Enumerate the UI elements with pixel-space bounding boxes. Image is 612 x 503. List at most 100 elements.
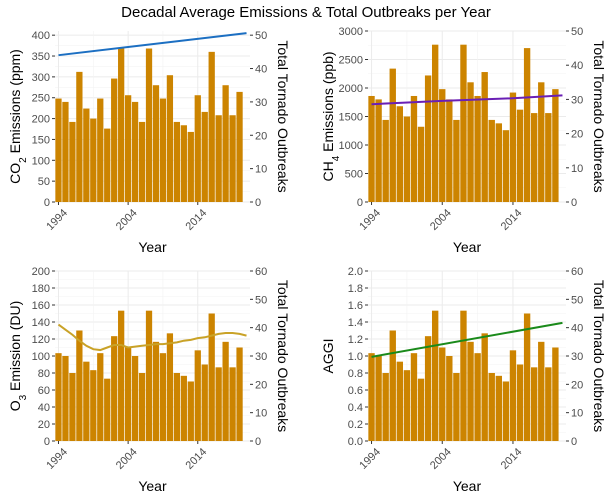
y-tick-label: 50 xyxy=(38,176,50,188)
outbreak-bar xyxy=(111,336,118,441)
outbreak-bar xyxy=(215,367,222,441)
x-axis-label: Year xyxy=(453,478,482,494)
outbreak-bar xyxy=(417,126,425,202)
y-tick-label: 0.6 xyxy=(348,385,363,397)
x-tick-label: 2004 xyxy=(114,446,140,472)
x-tick-label: 2014 xyxy=(499,446,525,472)
y-tick-label: 2.0 xyxy=(348,266,363,278)
outbreak-bar xyxy=(69,373,76,441)
y-tick-label: 300 xyxy=(32,72,50,84)
outbreak-bar xyxy=(194,95,201,202)
outbreak-bar xyxy=(152,341,160,441)
y2-tick-label: 10 xyxy=(571,408,583,420)
outbreak-bar xyxy=(83,361,90,441)
outbreak-bar xyxy=(187,131,194,202)
y2-tick-label: 30 xyxy=(255,351,267,363)
outbreak-bar xyxy=(516,364,524,441)
y2-tick-label: 10 xyxy=(255,408,267,420)
outbreak-bar xyxy=(229,367,236,441)
y2-axis-label: Total Tornado Outbreaks xyxy=(591,280,607,432)
x-tick-label: 2004 xyxy=(114,207,140,233)
y-tick-label: 0.0 xyxy=(348,436,363,448)
outbreak-bar xyxy=(467,341,474,441)
outbreak-bar xyxy=(439,89,446,202)
y2-tick-label: 40 xyxy=(255,64,267,76)
x-tick-label: 2014 xyxy=(499,207,525,233)
outbreak-bar xyxy=(495,123,503,202)
emission-line xyxy=(57,323,247,352)
outbreak-bar xyxy=(131,356,139,441)
y-tick-label: 2000 xyxy=(339,83,363,95)
y-tick-label: 0.2 xyxy=(348,419,363,431)
y-tick-label: 1.8 xyxy=(348,283,363,295)
outbreak-bar xyxy=(159,98,167,202)
y2-axis-label: Total Tornado Outbreaks xyxy=(275,280,291,432)
outbreak-bar xyxy=(55,98,62,202)
y2-tick-label: 40 xyxy=(255,323,267,335)
outbreak-bar xyxy=(530,367,538,441)
y-tick-label: 0 xyxy=(44,436,50,448)
outbreak-bar xyxy=(69,121,76,202)
y-tick-label: 1.0 xyxy=(348,351,363,363)
y-tick-label: 200 xyxy=(32,266,50,278)
y-tick-label: 1.6 xyxy=(348,300,363,312)
outbreak-bar xyxy=(111,78,118,202)
outbreak-bar xyxy=(495,375,503,441)
y2-axis-label: Total Tornado Outbreaks xyxy=(591,40,607,192)
outbreak-bar xyxy=(424,75,432,202)
outbreak-bar xyxy=(474,353,481,441)
outbreak-bar xyxy=(124,95,132,202)
outbreak-bar xyxy=(166,333,174,441)
y2-tick-label: 20 xyxy=(255,130,267,142)
outbreak-bar xyxy=(375,99,382,202)
y-tick-label: 1000 xyxy=(339,140,363,152)
y-tick-label: 250 xyxy=(32,93,50,105)
y2-tick-label: 20 xyxy=(571,379,583,391)
y-tick-label: 0.8 xyxy=(348,368,363,380)
outbreak-bar xyxy=(76,330,83,441)
outbreak-bar xyxy=(396,106,404,202)
outbreak-bar xyxy=(104,378,111,441)
outbreak-bar xyxy=(375,356,382,441)
y-tick-label: 100 xyxy=(32,155,50,167)
outbreak-bar xyxy=(431,44,439,203)
y-tick-label: 3000 xyxy=(339,26,363,38)
outbreak-bar xyxy=(118,48,125,202)
outbreak-bar xyxy=(516,109,524,202)
outbreak-bar xyxy=(538,341,545,441)
y-tick-label: 150 xyxy=(32,134,50,146)
outbreak-bar xyxy=(229,115,236,202)
y-tick-label: 80 xyxy=(38,368,50,380)
x-axis-label: Year xyxy=(138,239,167,255)
outbreak-bar xyxy=(481,333,488,441)
y-tick-label: 400 xyxy=(32,30,50,42)
outbreak-bar xyxy=(222,341,229,441)
outbreak-bar xyxy=(453,119,460,202)
y-tick-label: 2500 xyxy=(339,55,363,67)
outbreak-bar xyxy=(481,72,488,202)
outbreak-bar xyxy=(545,367,552,441)
outbreak-bar xyxy=(509,92,517,202)
outbreak-bar xyxy=(76,71,83,202)
y2-tick-label: 20 xyxy=(571,129,583,141)
outbreak-bar xyxy=(389,330,396,441)
y-tick-label: 180 xyxy=(32,283,50,295)
outbreak-bar xyxy=(97,98,104,202)
y-tick-label: 140 xyxy=(32,317,50,329)
emission-line xyxy=(371,94,563,106)
outbreak-bar xyxy=(424,336,432,441)
y-tick-label: 500 xyxy=(345,169,363,181)
outbreak-bar xyxy=(222,85,229,202)
outbreak-bar xyxy=(530,113,538,202)
y2-tick-label: 60 xyxy=(571,266,583,278)
outbreak-bar xyxy=(173,121,181,202)
outbreak-bar xyxy=(439,347,446,441)
y-tick-label: 0.4 xyxy=(348,402,363,414)
x-tick-label: 1994 xyxy=(357,207,383,233)
x-tick-label: 1994 xyxy=(44,207,70,233)
y-tick-label: 60 xyxy=(38,385,50,397)
outbreak-bar xyxy=(382,373,389,441)
y2-tick-label: 0 xyxy=(571,197,577,209)
outbreak-bar xyxy=(460,44,467,203)
